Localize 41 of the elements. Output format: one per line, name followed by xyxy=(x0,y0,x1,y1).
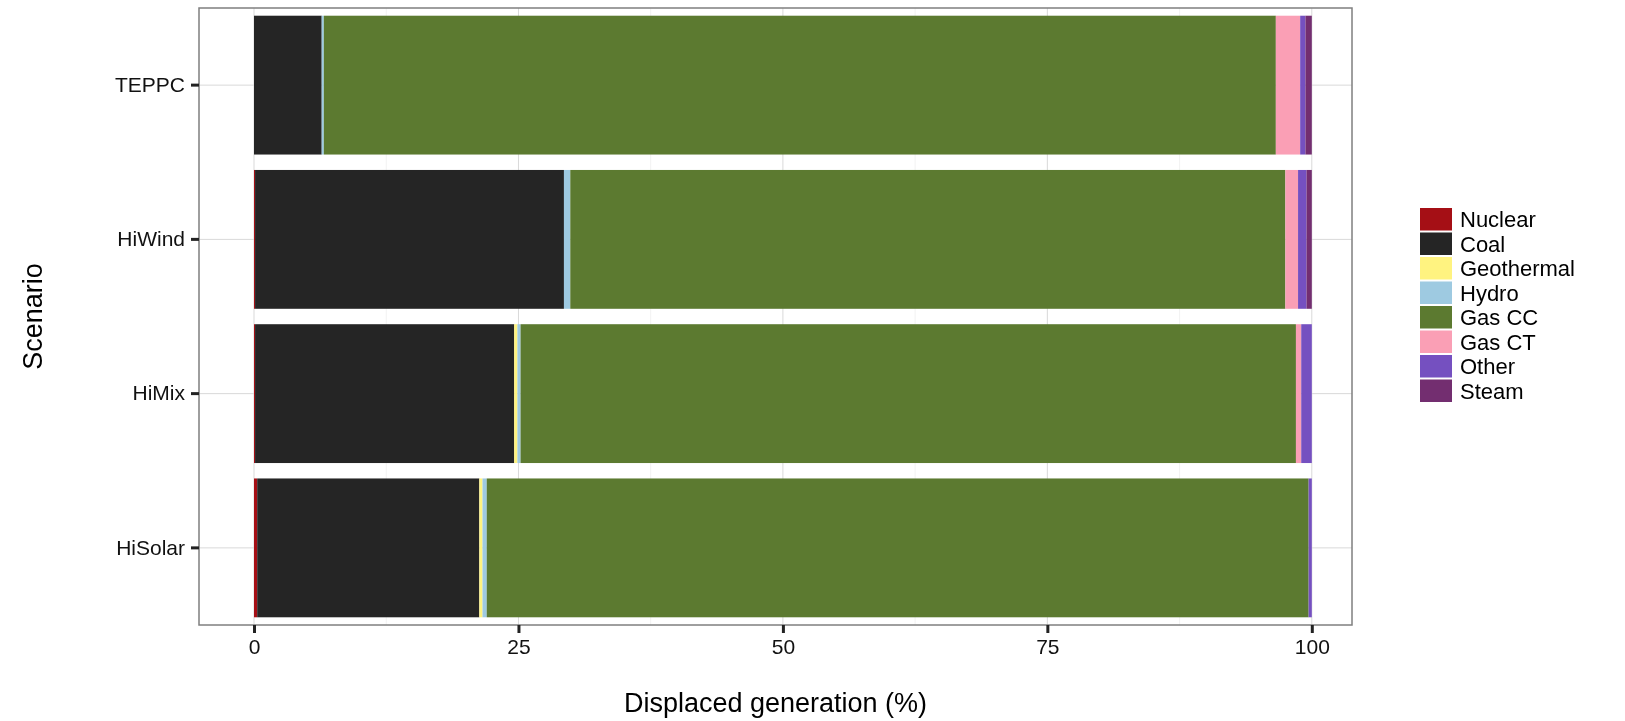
legend-label: Coal xyxy=(1460,231,1506,257)
bar xyxy=(1295,324,1302,464)
bar xyxy=(321,15,324,155)
legend-label: Geothermal xyxy=(1460,256,1575,282)
bar xyxy=(563,169,571,309)
y-tick-label: HiWind xyxy=(117,227,185,251)
legend-label: Hydro xyxy=(1460,280,1519,306)
legend-label: Gas CT xyxy=(1460,329,1536,355)
x-tick-label: 0 xyxy=(248,634,261,658)
bar xyxy=(486,478,1309,618)
bar xyxy=(1306,169,1312,309)
bar xyxy=(1275,15,1301,155)
bar xyxy=(520,324,1296,464)
bar xyxy=(482,478,487,618)
y-tick-label: HiMix xyxy=(132,381,186,405)
bar xyxy=(1298,169,1307,309)
legend-label: Gas CC xyxy=(1460,305,1539,331)
x-axis-title: Displaced generation (%) xyxy=(623,688,928,718)
bar xyxy=(254,15,322,155)
bar xyxy=(255,324,515,464)
bar xyxy=(1300,15,1306,155)
x-tick-label: 25 xyxy=(507,634,531,658)
bar xyxy=(1285,169,1299,309)
legend-label: Other xyxy=(1460,354,1516,380)
bar xyxy=(257,478,480,618)
y-tick-label: HiSolar xyxy=(116,535,185,559)
legend-label: Steam xyxy=(1460,378,1524,404)
bar xyxy=(323,15,1276,155)
legend-label: Nuclear xyxy=(1460,207,1536,233)
x-tick-label: 50 xyxy=(771,634,796,658)
x-tick-label: 100 xyxy=(1294,634,1330,658)
bar xyxy=(254,478,258,618)
y-axis-title: Scenario xyxy=(18,263,48,370)
bar xyxy=(1308,478,1312,618)
bar xyxy=(255,169,564,309)
bar xyxy=(1305,15,1312,155)
x-tick-label: 75 xyxy=(1036,634,1060,658)
bar xyxy=(570,169,1286,309)
y-tick-label: TEPPC xyxy=(114,72,185,96)
bar xyxy=(1301,324,1312,464)
bar xyxy=(479,478,483,618)
